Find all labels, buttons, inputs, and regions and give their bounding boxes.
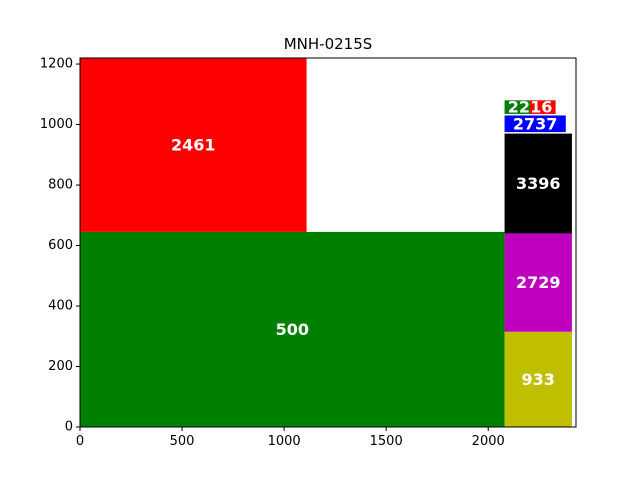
- treemap-rect-933: [504, 331, 572, 427]
- y-tick-label: 400: [48, 299, 73, 314]
- y-tick-label: 200: [48, 359, 73, 374]
- treemap-rect-2729: [504, 233, 572, 332]
- treemap-rect-500: [80, 231, 505, 427]
- y-tick-label: 800: [48, 178, 73, 193]
- x-tick-label: 0: [76, 434, 84, 449]
- treemap-rects: [80, 58, 572, 427]
- treemap-rect-2461: [80, 58, 307, 232]
- x-tick-label: 2000: [472, 434, 505, 449]
- treemap-label-3396: 3396: [516, 174, 561, 193]
- treemap-rect-3396: [504, 133, 572, 234]
- x-tick-label: 1500: [370, 434, 403, 449]
- treemap-rect-2216: [504, 100, 556, 114]
- plot-frame: [79, 57, 577, 428]
- treemap-label-2216: 2216: [508, 98, 553, 117]
- treemap-label-2729: 2729: [516, 273, 561, 292]
- treemap-rect-2737: [504, 115, 566, 133]
- treemap-label-2737: 2737: [513, 114, 558, 133]
- y-tick-label: 0: [65, 420, 73, 435]
- x-axis: 0 500 1000 1500 2000: [76, 427, 505, 449]
- chart-title: MNH-0215S: [284, 35, 373, 53]
- x-tick-label: 1000: [268, 434, 301, 449]
- y-tick-label: 1200: [40, 57, 73, 72]
- y-tick-label: 600: [48, 238, 73, 253]
- y-axis: 0 200 400 600 800 1000 1200: [40, 57, 80, 435]
- y-tick-label: 1000: [40, 117, 73, 132]
- treemap-label-2461: 2461: [171, 135, 216, 154]
- treemap-label-933: 933: [522, 370, 555, 389]
- x-tick-label: 500: [170, 434, 195, 449]
- treemap-label-500: 500: [276, 320, 309, 339]
